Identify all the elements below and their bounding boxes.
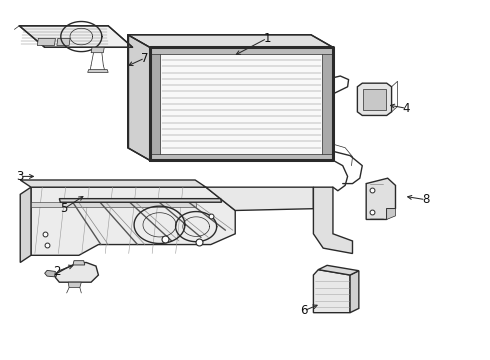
Polygon shape <box>150 47 333 54</box>
Polygon shape <box>20 180 206 187</box>
Polygon shape <box>387 209 395 220</box>
Text: 2: 2 <box>53 265 61 278</box>
Polygon shape <box>128 35 333 47</box>
Polygon shape <box>57 39 70 45</box>
Polygon shape <box>318 265 359 275</box>
Text: 6: 6 <box>300 305 307 318</box>
Polygon shape <box>314 187 352 253</box>
Text: 7: 7 <box>141 51 148 64</box>
Polygon shape <box>19 26 133 47</box>
Polygon shape <box>91 47 104 53</box>
Polygon shape <box>150 47 333 160</box>
Polygon shape <box>357 83 392 116</box>
Polygon shape <box>73 261 85 265</box>
Polygon shape <box>150 154 333 160</box>
Text: 3: 3 <box>17 170 24 183</box>
Polygon shape <box>150 47 160 160</box>
Polygon shape <box>350 271 359 313</box>
Polygon shape <box>314 270 350 313</box>
Polygon shape <box>322 47 333 160</box>
Polygon shape <box>206 187 314 211</box>
Polygon shape <box>88 69 108 72</box>
Polygon shape <box>45 270 55 277</box>
Text: 8: 8 <box>422 193 429 206</box>
Polygon shape <box>31 187 235 255</box>
Polygon shape <box>128 35 150 160</box>
Polygon shape <box>37 39 55 45</box>
Polygon shape <box>20 187 31 262</box>
Text: 5: 5 <box>61 202 68 215</box>
Text: 4: 4 <box>402 102 410 115</box>
Polygon shape <box>55 262 98 282</box>
Polygon shape <box>363 89 386 110</box>
Polygon shape <box>366 178 395 220</box>
Polygon shape <box>31 202 196 207</box>
Polygon shape <box>59 199 221 202</box>
Polygon shape <box>68 282 81 288</box>
Text: 1: 1 <box>263 32 271 45</box>
